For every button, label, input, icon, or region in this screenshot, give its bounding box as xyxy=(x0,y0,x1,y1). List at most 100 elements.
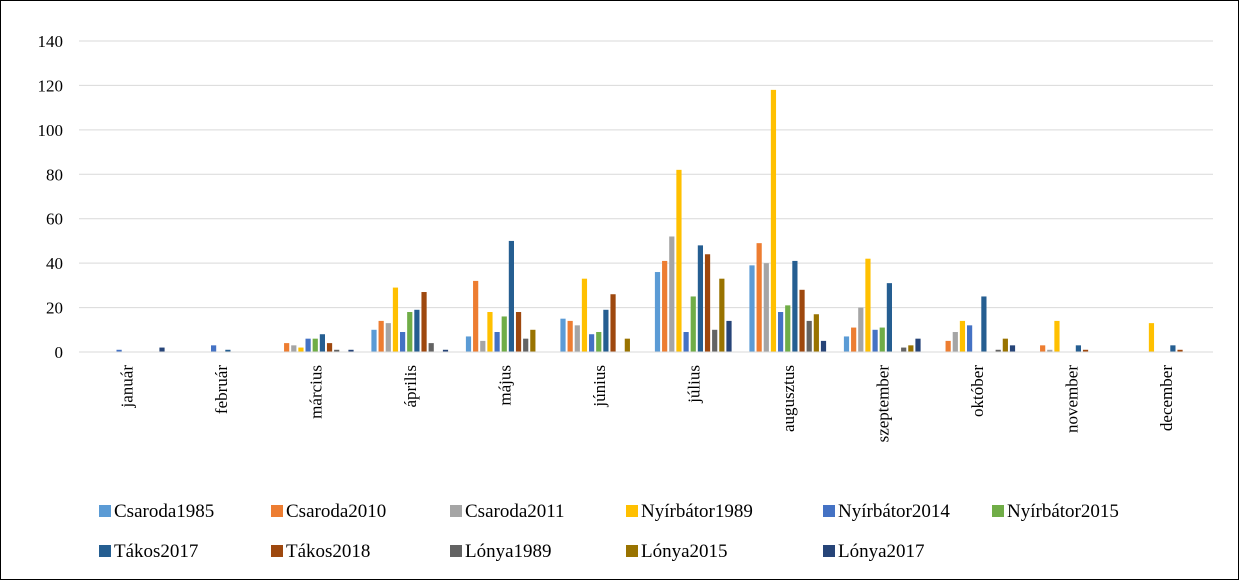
bar xyxy=(995,349,1001,352)
bar xyxy=(442,349,449,352)
bar xyxy=(428,343,434,352)
legend-label: Tákos2018 xyxy=(286,541,370,562)
bar xyxy=(704,254,711,352)
bar xyxy=(763,263,769,352)
bar xyxy=(480,340,486,352)
bar xyxy=(1170,345,1176,352)
bar xyxy=(400,332,406,352)
bar xyxy=(1177,349,1183,352)
bar xyxy=(515,312,522,352)
bar xyxy=(654,272,661,352)
bar xyxy=(719,278,725,352)
bar xyxy=(116,349,122,352)
y-tick-label: 40 xyxy=(46,254,63,273)
legend-label: Nyírbátor2014 xyxy=(838,501,950,522)
bar xyxy=(915,338,921,352)
y-tick-label: 140 xyxy=(38,32,64,51)
bar xyxy=(872,329,878,352)
legend-swatch xyxy=(823,505,835,517)
x-tick-label: november xyxy=(1062,365,1081,433)
bar xyxy=(494,332,500,352)
bar xyxy=(1002,338,1008,352)
y-tick-label: 20 xyxy=(46,299,63,318)
bar xyxy=(603,309,609,352)
bar xyxy=(530,329,536,352)
bar xyxy=(574,325,580,352)
legend-swatch xyxy=(271,545,283,557)
legend: Csaroda1985 Csaroda2010 Csaroda2011 Nyírbát… xyxy=(99,501,1119,562)
bar xyxy=(952,332,958,352)
bar xyxy=(487,312,493,352)
bar xyxy=(326,343,333,352)
legend-label: Csaroda1985 xyxy=(114,501,214,522)
x-tick-label: október xyxy=(968,365,987,417)
bar xyxy=(901,347,907,352)
bar xyxy=(908,345,914,352)
bar xyxy=(690,296,696,352)
x-tick-label: december xyxy=(1157,365,1176,431)
legend-label: Lónya1989 xyxy=(465,541,552,562)
legend-swatch xyxy=(626,545,638,557)
y-tick-label: 120 xyxy=(38,76,64,95)
bar xyxy=(624,338,630,352)
bar xyxy=(1082,349,1089,352)
legend-label: Csaroda2010 xyxy=(286,501,386,522)
x-tick-label: március xyxy=(306,365,325,419)
gridlines xyxy=(79,40,1213,309)
bar xyxy=(1009,345,1016,352)
x-tick-label: február xyxy=(212,365,231,414)
y-tick-label: 0 xyxy=(55,343,64,362)
bar xyxy=(581,278,588,352)
x-tick-label: április xyxy=(401,365,420,408)
legend-label: Tákos2017 xyxy=(114,541,198,562)
bar xyxy=(843,336,850,352)
x-tick-label: január xyxy=(117,365,136,409)
bar xyxy=(945,340,951,352)
bar xyxy=(596,332,602,352)
bar xyxy=(523,338,529,352)
bar xyxy=(465,336,472,352)
bar xyxy=(421,292,427,352)
bar xyxy=(305,338,311,352)
legend-swatch xyxy=(450,545,462,557)
axes: 0 20 40 60 80 100 120 140 január február március áp… xyxy=(38,32,1213,442)
bar xyxy=(334,349,340,352)
bar xyxy=(981,296,987,352)
bar xyxy=(749,265,755,352)
bar xyxy=(291,345,297,352)
bar xyxy=(959,320,966,352)
bar xyxy=(610,294,616,352)
bar xyxy=(159,347,165,352)
bar xyxy=(348,349,354,352)
bar xyxy=(392,287,399,352)
bar xyxy=(683,332,689,352)
bar xyxy=(697,245,703,352)
bar xyxy=(1040,345,1046,352)
bar xyxy=(712,329,718,352)
legend-swatch xyxy=(99,505,111,517)
bar xyxy=(501,316,507,352)
bar xyxy=(858,307,864,352)
bar xyxy=(225,349,231,352)
bar xyxy=(726,320,732,352)
legend-swatch xyxy=(823,545,835,557)
legend-swatch xyxy=(626,505,638,517)
bar xyxy=(799,289,805,352)
x-tick-label: augusztus xyxy=(779,365,798,432)
legend-label: Lónya2015 xyxy=(641,541,728,562)
x-tick-label: június xyxy=(590,365,609,408)
legend-label: Lónya2017 xyxy=(838,541,925,562)
bar xyxy=(676,169,682,352)
legend-swatch xyxy=(450,505,462,517)
bar xyxy=(319,334,325,352)
bar xyxy=(378,320,384,352)
bar xyxy=(778,312,784,352)
y-tick-label: 60 xyxy=(46,210,63,229)
bar xyxy=(567,320,573,352)
bar xyxy=(1148,323,1155,352)
bar xyxy=(806,320,812,352)
bar xyxy=(385,323,391,352)
bar xyxy=(865,258,871,352)
